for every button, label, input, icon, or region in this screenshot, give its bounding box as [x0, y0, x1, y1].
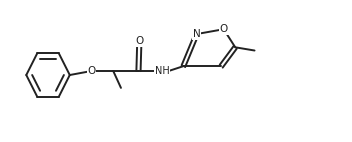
Text: O: O	[220, 24, 228, 34]
Text: N: N	[193, 29, 201, 39]
Text: O: O	[87, 66, 96, 76]
Text: O: O	[135, 36, 143, 46]
Text: NH: NH	[155, 66, 170, 76]
